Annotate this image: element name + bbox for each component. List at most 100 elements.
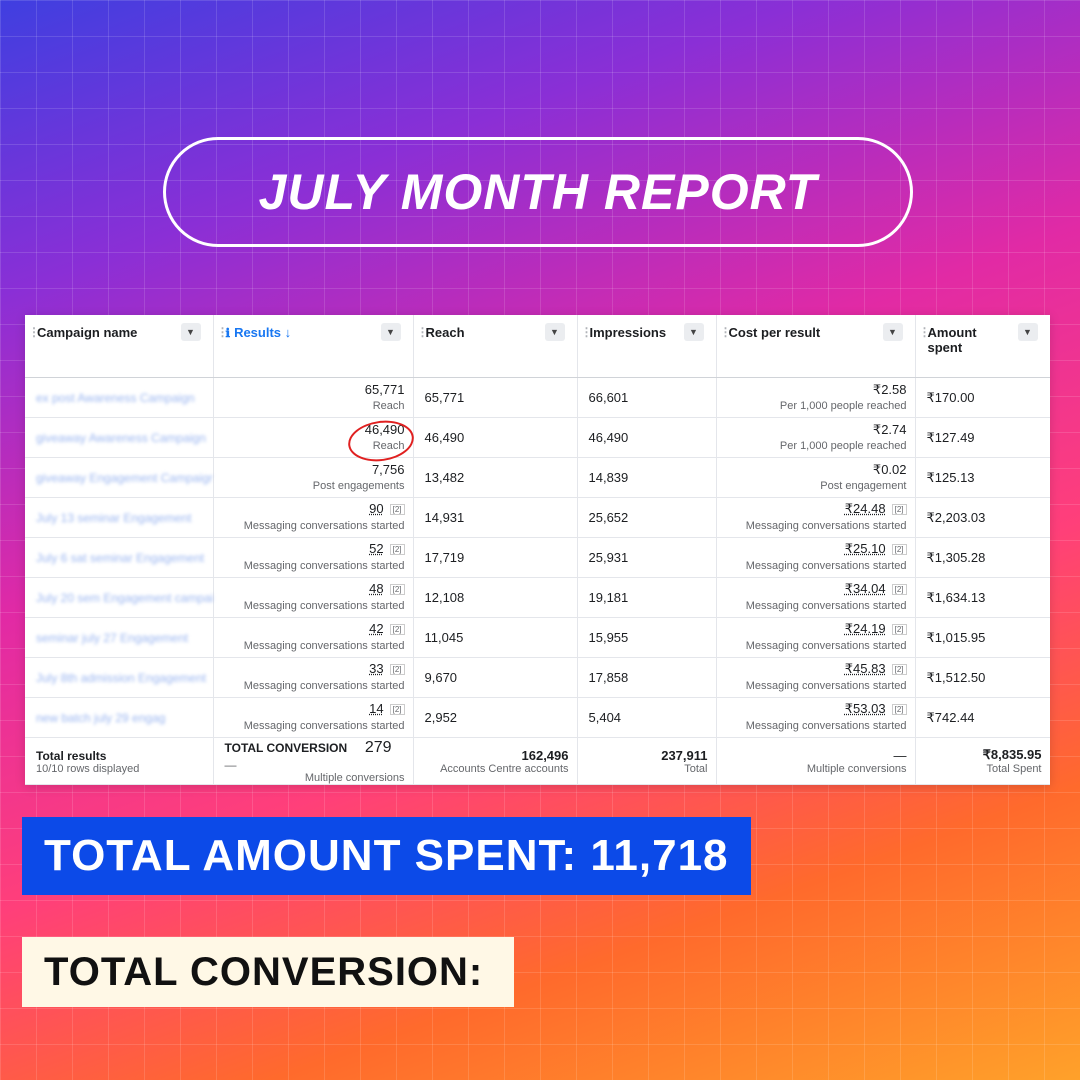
chevron-down-icon[interactable]: ▼ [882, 323, 903, 341]
table-header-row: ⋮ Campaign name ▼ ⋮ ℹ Results ↓ ▼ ⋮ Reach ▼ ⋮ Im… [25, 315, 1050, 378]
header-results[interactable]: ⋮ ℹ Results ↓ ▼ [213, 315, 414, 378]
impressions-cell: 25,652 [577, 497, 717, 538]
results-cell: 14 [2] Messaging conversations started [213, 697, 414, 738]
results-cell: 65,771 Reach [213, 377, 414, 418]
attribution-tag: [2] [891, 623, 907, 635]
cost-per-result-cell: ₹2.74 Per 1,000 people reached [716, 417, 916, 458]
chevron-down-icon[interactable]: ▼ [380, 323, 401, 341]
totals-amount-cell: ₹8,835.95 Total Spent [915, 737, 1050, 785]
table-row[interactable]: giveaway Awareness Campaign 46,490 Reach 46… [25, 417, 1050, 458]
reach-cell: 2,952 [413, 697, 578, 738]
campaign-name-cell[interactable]: July 13 seminar Engagement [25, 497, 214, 538]
header-campaign-name[interactable]: ⋮ Campaign name ▼ [25, 315, 214, 378]
cost-per-result-cell: ₹34.04 [2] Messaging conversations started [716, 577, 916, 618]
table-row[interactable]: July 13 seminar Engagement 90 [2] Messaging… [25, 497, 1050, 538]
amount-spent-cell: ₹127.49 [915, 417, 1050, 458]
amount-spent-cell: ₹170.00 [915, 377, 1050, 418]
drag-handle-icon[interactable]: ⋮ [216, 325, 229, 339]
results-cell: 7,756 Post engagements [213, 457, 414, 498]
reach-cell: 9,670 [413, 657, 578, 698]
header-amount-spent[interactable]: ⋮ Amount spent ▼ [915, 315, 1050, 378]
impressions-cell: 66,601 [577, 377, 717, 418]
total-conversion-value: 279 [364, 738, 392, 756]
table-row[interactable]: July 20 sem Engagement campaign 48 [2] Mess… [25, 577, 1050, 618]
attribution-tag: [2] [389, 503, 405, 515]
results-cell: 33 [2] Messaging conversations started [213, 657, 414, 698]
amount-spent-cell: ₹2,203.03 [915, 497, 1050, 538]
impressions-cell: 15,955 [577, 617, 717, 658]
report-title: JULY MONTH REPORT [258, 164, 818, 220]
impressions-cell: 46,490 [577, 417, 717, 458]
attribution-tag: [2] [891, 703, 907, 715]
results-cell: 46,490 Reach [213, 417, 414, 458]
info-icon[interactable]: ℹ [225, 326, 231, 340]
reach-cell: 17,719 [413, 537, 578, 578]
attribution-tag: [2] [389, 663, 405, 675]
table-row[interactable]: July 6 sat seminar Engagement 52 [2] Messag… [25, 537, 1050, 578]
table-row[interactable]: new batch july 29 engag 14 [2] Messaging co… [25, 697, 1050, 738]
table-row[interactable]: seminar july 27 Engagement 42 [2] Messaging… [25, 617, 1050, 658]
cost-per-result-cell: ₹53.03 [2] Messaging conversations started [716, 697, 916, 738]
reach-cell: 14,931 [413, 497, 578, 538]
drag-handle-icon[interactable]: ⋮ [918, 325, 931, 339]
impressions-cell: 17,858 [577, 657, 717, 698]
chevron-down-icon[interactable]: ▼ [683, 323, 704, 341]
reach-cell: 46,490 [413, 417, 578, 458]
reach-cell: 12,108 [413, 577, 578, 618]
amount-spent-cell: ₹1,015.95 [915, 617, 1050, 658]
chevron-down-icon[interactable]: ▼ [1017, 323, 1038, 341]
header-impressions[interactable]: ⋮ Impressions ▼ [577, 315, 717, 378]
attribution-tag: [2] [891, 583, 907, 595]
cost-per-result-cell: ₹0.02 Post engagement [716, 457, 916, 498]
table-row[interactable]: ex post Awareness Campaign 65,771 Reach 65,… [25, 377, 1050, 418]
campaign-name-cell[interactable]: July 6 sat seminar Engagement [25, 537, 214, 578]
totals-impressions-cell: 237,911 Total [577, 737, 717, 785]
attribution-tag: [2] [891, 503, 907, 515]
impressions-cell: 14,839 [577, 457, 717, 498]
amount-spent-cell: ₹125.13 [915, 457, 1050, 498]
amount-spent-cell: ₹1,634.13 [915, 577, 1050, 618]
campaign-name-cell[interactable]: July 8th admission Engagement [25, 657, 214, 698]
ads-report-table: ⋮ Campaign name ▼ ⋮ ℹ Results ↓ ▼ ⋮ Reach ▼ ⋮ Im… [25, 315, 1050, 785]
total-conversion-banner: TOTAL CONVERSION: [22, 937, 514, 1007]
drag-handle-icon[interactable]: ⋮ [416, 325, 429, 339]
campaign-name-cell[interactable]: giveaway Awareness Campaign [25, 417, 214, 458]
campaign-name-cell[interactable]: seminar july 27 Engagement [25, 617, 214, 658]
title-pill: JULY MONTH REPORT [163, 137, 913, 247]
totals-row: Total results 10/10 rows displayed TOTAL … [25, 737, 1050, 785]
totals-label-cell: Total results 10/10 rows displayed [25, 737, 214, 785]
table-row[interactable]: giveaway Engagement Campaign 7,756 Post en… [25, 457, 1050, 498]
attribution-tag: [2] [891, 543, 907, 555]
cost-per-result-cell: ₹24.48 [2] Messaging conversations started [716, 497, 916, 538]
drag-handle-icon[interactable]: ⋮ [719, 325, 732, 339]
totals-cost-cell: — Multiple conversions [716, 737, 916, 785]
totals-reach-cell: 162,496 Accounts Centre accounts [413, 737, 578, 785]
drag-handle-icon[interactable]: ⋮ [580, 325, 593, 339]
campaign-name-cell[interactable]: new batch july 29 engag [25, 697, 214, 738]
impressions-cell: 5,404 [577, 697, 717, 738]
chevron-down-icon[interactable]: ▼ [180, 323, 201, 341]
campaign-name-cell[interactable]: July 20 sem Engagement campaign [25, 577, 214, 618]
impressions-cell: 25,931 [577, 537, 717, 578]
amount-spent-cell: ₹1,512.50 [915, 657, 1050, 698]
chevron-down-icon[interactable]: ▼ [544, 323, 565, 341]
total-amount-spent-banner: TOTAL AMOUNT SPENT: 11,718 [22, 817, 751, 895]
amount-spent-cell: ₹1,305.28 [915, 537, 1050, 578]
header-reach[interactable]: ⋮ Reach ▼ [413, 315, 578, 378]
campaign-name-cell[interactable]: ex post Awareness Campaign [25, 377, 214, 418]
table-row[interactable]: July 8th admission Engagement 33 [2] Messag… [25, 657, 1050, 698]
cost-per-result-cell: ₹2.58 Per 1,000 people reached [716, 377, 916, 418]
attribution-tag: [2] [389, 703, 405, 715]
results-cell: 52 [2] Messaging conversations started [213, 537, 414, 578]
results-cell: 48 [2] Messaging conversations started [213, 577, 414, 618]
drag-handle-icon[interactable]: ⋮ [28, 325, 40, 339]
cost-per-result-cell: ₹25.10 [2] Messaging conversations started [716, 537, 916, 578]
amount-spent-cell: ₹742.44 [915, 697, 1050, 738]
header-cost-per-result[interactable]: ⋮ Cost per result ▼ [716, 315, 916, 378]
campaign-name-cell[interactable]: giveaway Engagement Campaign [25, 457, 214, 498]
cost-per-result-cell: ₹45.83 [2] Messaging conversations started [716, 657, 916, 698]
cost-per-result-cell: ₹24.19 [2] Messaging conversations started [716, 617, 916, 658]
results-cell: 90 [2] Messaging conversations started [213, 497, 414, 538]
reach-cell: 11,045 [413, 617, 578, 658]
reach-cell: 65,771 [413, 377, 578, 418]
